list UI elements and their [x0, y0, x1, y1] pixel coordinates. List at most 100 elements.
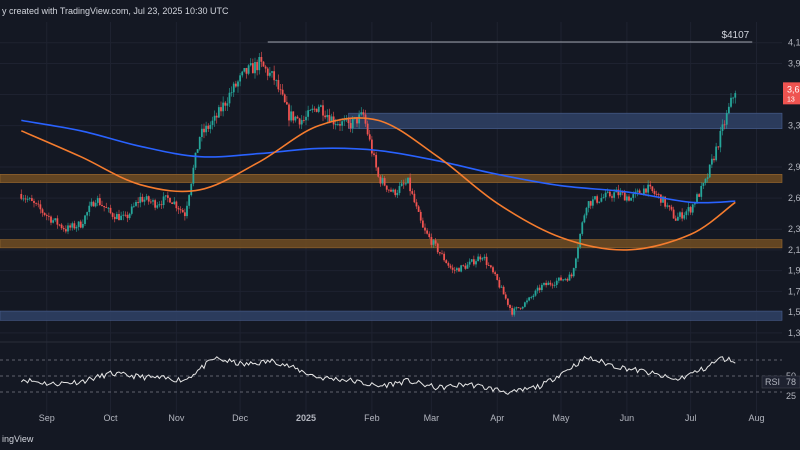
candle-body: [574, 258, 577, 269]
candle-body: [487, 264, 490, 266]
candle: [553, 281, 556, 288]
candle-body: [730, 97, 732, 107]
candle-body: [632, 194, 635, 198]
y-tick-label: 1,9: [788, 266, 800, 276]
candle-body: [164, 195, 167, 197]
candle: [464, 263, 467, 270]
candle-body: [137, 201, 140, 203]
candle-body: [222, 102, 225, 112]
candle-body: [723, 124, 726, 126]
candle: [538, 284, 541, 294]
candle-body: [277, 80, 280, 90]
rsi-legend-label: RSI: [765, 377, 780, 387]
candle-body: [485, 256, 488, 265]
candle: [292, 111, 295, 124]
candle-body: [196, 149, 199, 153]
candle: [145, 193, 148, 201]
candle: [336, 121, 339, 127]
candle: [511, 305, 514, 317]
candle: [26, 195, 29, 203]
candle-body: [171, 202, 174, 205]
candle-body: [311, 108, 314, 111]
candle-body: [398, 186, 401, 193]
candle: [413, 190, 416, 204]
candle: [341, 118, 344, 131]
candle-body: [345, 119, 348, 121]
candle: [589, 200, 592, 210]
candle-body: [511, 308, 514, 315]
candle: [572, 267, 575, 278]
candle-body: [458, 268, 460, 272]
y-tick-label: 2,9: [788, 162, 800, 172]
candle: [211, 116, 214, 130]
candle-body: [262, 61, 265, 67]
candle-body: [275, 80, 278, 81]
candle: [424, 223, 426, 235]
candle-body: [147, 196, 150, 202]
candle-body: [506, 298, 509, 305]
candle: [54, 218, 57, 222]
candle: [428, 231, 431, 239]
candle: [536, 285, 539, 294]
candle: [647, 180, 650, 197]
candle-body: [679, 212, 681, 217]
candle-body: [445, 260, 448, 264]
candle-body: [298, 118, 301, 125]
candle: [198, 136, 201, 151]
candle-body: [349, 123, 352, 129]
candle-body: [190, 183, 193, 196]
candle: [126, 211, 129, 223]
candle-body: [642, 188, 645, 195]
candle-body: [568, 274, 571, 281]
candle-body: [124, 214, 127, 216]
candle-body: [555, 280, 558, 285]
candle: [562, 279, 565, 282]
candle-body: [424, 227, 426, 231]
candle: [311, 104, 314, 113]
candle: [551, 282, 554, 289]
candle-body: [141, 196, 144, 202]
candle: [152, 198, 154, 206]
candle: [676, 212, 679, 221]
candle: [653, 188, 656, 197]
candle: [275, 79, 278, 87]
candle: [349, 117, 352, 133]
candle-body: [611, 196, 613, 198]
candle: [39, 200, 42, 214]
candle-body: [706, 177, 709, 179]
candle: [396, 189, 399, 199]
candle-body: [489, 265, 492, 268]
candle: [24, 194, 27, 203]
candle: [594, 195, 596, 201]
candle-body: [549, 282, 552, 285]
candle: [489, 264, 492, 269]
candle-body: [64, 229, 67, 232]
candle: [141, 193, 144, 203]
candle: [52, 218, 55, 224]
candle-body: [432, 240, 435, 245]
candle-body: [392, 189, 395, 192]
candle-body: [570, 274, 573, 277]
candle-body: [24, 198, 27, 200]
candle-body: [162, 196, 165, 206]
candle-body: [375, 154, 378, 168]
candle-body: [494, 272, 497, 275]
candle: [659, 194, 662, 206]
candle: [139, 192, 142, 208]
x-tick-label: 2025: [296, 413, 316, 423]
rsi-pane: 5025RSI78: [0, 355, 800, 401]
candle: [549, 280, 552, 287]
candle: [215, 112, 218, 124]
candle: [655, 190, 658, 197]
candle-body: [103, 205, 106, 208]
candle: [394, 188, 397, 198]
candle: [128, 212, 131, 220]
candle-body: [441, 253, 443, 255]
candle-body: [154, 200, 157, 208]
candle: [443, 251, 446, 262]
candle-body: [81, 223, 84, 228]
candle: [64, 225, 67, 234]
candle: [530, 295, 533, 300]
candle-body: [693, 203, 696, 205]
candle: [628, 194, 630, 202]
